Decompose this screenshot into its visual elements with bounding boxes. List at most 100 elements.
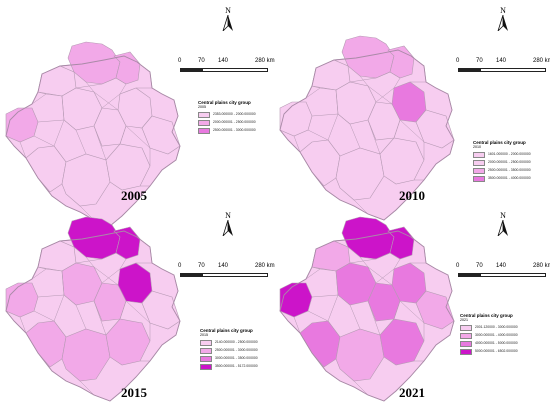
region-boundary [399, 119, 425, 160]
region-boundary [31, 268, 47, 280]
legend-swatch [200, 347, 212, 354]
legend-item: 3000.000001 - 4000.000000 [460, 332, 518, 339]
region-outline [279, 49, 455, 221]
region-boundary [75, 77, 127, 109]
scale-bar-segment [459, 69, 481, 71]
scale-bar: 0 70 140 280 km [456, 58, 550, 80]
region-boundary [37, 266, 65, 298]
region-boundary [293, 135, 301, 153]
region-boundary [119, 125, 127, 145]
region-boundary [85, 256, 95, 268]
legend-title: Central plains city group [473, 140, 526, 145]
map-panel-2010: 2010 N 0 70 140 280 km Central plains city gro… [275, 0, 550, 221]
scale-bar: 0 70 140 280 km [456, 263, 550, 285]
scale-label: 0 [456, 58, 460, 64]
region-outline [279, 230, 455, 402]
legend-swatch [198, 127, 210, 134]
legend-item: 2500.000001 - 3000.000000 [198, 127, 256, 134]
region-boundary [349, 71, 401, 103]
year-label: 2021 [399, 385, 425, 400]
north-label: N [225, 211, 231, 220]
legend: Central plains city group 2010 1601.000000… [473, 140, 531, 182]
legend-label: 2001.120000 - 3000.000000 [475, 325, 518, 330]
region-boundary [393, 119, 401, 139]
legend-item: 3500.000001 - 4000.000000 [473, 175, 531, 182]
legend-label: 2000.000001 - 2500.000000 [213, 120, 256, 125]
region-boundary [93, 266, 119, 286]
legend-label: 4000.000001 - 5000.000000 [475, 341, 518, 346]
region-southeast [379, 137, 425, 185]
legend-swatch [473, 159, 485, 166]
region-boundary [327, 320, 341, 338]
north-arrow-shape [497, 219, 508, 237]
region-boundary [307, 113, 361, 149]
map-panel-2021: 2021 N 0 70 140 280 km Central plains city gro… [275, 205, 550, 410]
scale-bar-segment [225, 274, 247, 276]
legend-label: 2500.000001 - 3500.000000 [488, 168, 531, 173]
scale-bar-segment [225, 69, 247, 71]
legend-swatch [473, 167, 485, 174]
region-boundary [359, 256, 369, 268]
legend-item: 2001.120000 - 3000.000000 [460, 324, 518, 331]
region-boundary [119, 300, 127, 320]
legend-label: 2500.000001 - 3000.000000 [215, 348, 258, 353]
region-boundary [349, 252, 401, 284]
scale-bar-segment [181, 69, 203, 71]
region-boundary [367, 119, 381, 155]
scale-label: 280 km [255, 263, 275, 269]
region-boundary [93, 300, 107, 336]
scale-label: 140 [218, 58, 229, 64]
scale-label: 0 [456, 263, 460, 269]
scale-bar-track [458, 273, 546, 277]
map-panel-2005: 2005 N 0 70 140 280 km Central plains city gro… [0, 0, 275, 227]
scale-bar-track [458, 68, 546, 72]
north-arrow-icon: N [493, 6, 513, 36]
legend-label: 3500.000001 - 5172.000000 [215, 364, 258, 369]
legend-item: 2000.000001 - 2500.000000 [473, 159, 531, 166]
region-boundary [33, 119, 87, 155]
scale-label: 280 km [533, 263, 550, 269]
legend-swatch [198, 111, 210, 118]
legend-title: Central plains city group [200, 328, 253, 333]
north-arrow-icon: N [493, 211, 513, 241]
region-south [61, 153, 111, 207]
legend-item: 2140.000000 - 2500.000000 [200, 339, 258, 346]
region-south [335, 147, 385, 201]
scale-label: 0 [178, 58, 182, 64]
legend-label: 1601.000000 - 2000.000000 [488, 152, 531, 157]
legend-item: 4000.000001 - 5000.000000 [460, 340, 518, 347]
region-boundary [19, 316, 27, 334]
scale-bar: 0 70 140 280 km [178, 263, 278, 285]
region-boundary [311, 85, 339, 117]
legend-swatch [200, 339, 212, 346]
region-boundary [359, 75, 369, 87]
region-boundary [53, 320, 67, 338]
north-arrow-shape [222, 14, 233, 32]
region-boundary [93, 125, 107, 161]
legend-item: 2353.000000 - 2000.000000 [198, 111, 256, 118]
legend-item: 2000.000001 - 2500.000000 [198, 119, 256, 126]
legend-swatch [198, 119, 210, 126]
region-southeast [379, 318, 425, 366]
legend-year: 2005 [198, 105, 206, 109]
scale-label: 70 [198, 263, 205, 269]
region-boundary [53, 145, 67, 163]
scale-bar-segment [503, 69, 525, 71]
scale-bar-segment [459, 274, 481, 276]
choropleth-map [279, 35, 455, 221]
legend-item: 3500.000001 - 5172.000000 [200, 363, 258, 370]
legend-label: 5000.000001 - 6502.000000 [475, 349, 518, 354]
scale-label: 280 km [533, 58, 550, 64]
north-label: N [500, 6, 506, 15]
legend-label: 2000.000001 - 2500.000000 [488, 160, 531, 165]
choropleth-map [279, 216, 455, 402]
region-boundary [353, 199, 369, 215]
region-boundary [293, 316, 301, 334]
region-boundary [31, 93, 47, 105]
legend-label: 2353.000000 - 2000.000000 [213, 112, 256, 117]
scale-bar-segment [181, 274, 203, 276]
legend: Central plains city group 2005 2353.000000… [198, 100, 256, 134]
year-label: 2015 [121, 385, 147, 400]
legend-swatch [200, 363, 212, 370]
legend-swatch [473, 175, 485, 182]
